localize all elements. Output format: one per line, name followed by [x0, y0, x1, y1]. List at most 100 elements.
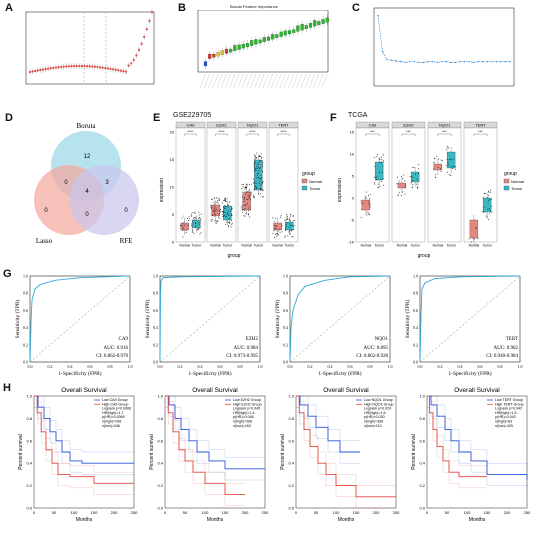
- data-point: [275, 217, 277, 219]
- lasso-point: [73, 64, 76, 68]
- roc-y-tick: 0.8: [283, 291, 288, 296]
- data-point: [285, 219, 287, 221]
- data-point: [260, 193, 262, 195]
- data-point: [224, 199, 226, 201]
- data-point: [200, 217, 202, 219]
- roc-x-tick: 0.4: [68, 364, 73, 369]
- group-tick-label: Normal: [433, 244, 444, 248]
- data-point: [257, 162, 259, 164]
- group-tick-label: Tumor: [482, 244, 492, 248]
- data-point: [247, 195, 249, 197]
- data-point: [182, 236, 184, 238]
- data-point: [380, 179, 382, 181]
- rfe-point: [431, 60, 434, 63]
- lasso-point: [114, 68, 117, 71]
- data-point: [181, 217, 183, 219]
- data-point: [440, 171, 442, 173]
- facet-plot: [206, 127, 237, 243]
- data-point: [256, 174, 258, 176]
- rfe-point: [422, 61, 425, 64]
- data-point: [382, 154, 384, 156]
- boruta-tick-label: [296, 73, 303, 89]
- lasso-point: [119, 69, 122, 72]
- data-point: [446, 171, 448, 173]
- km-x-tick: 100: [464, 510, 471, 515]
- venn-number-lasso-only: 0: [44, 208, 48, 214]
- roc-y-tick: 0.0: [283, 360, 288, 365]
- data-point: [360, 217, 362, 219]
- data-point: [242, 186, 244, 188]
- data-point: [227, 212, 229, 214]
- data-point: [245, 193, 247, 195]
- roc-auc-label: AUC: 0.984: [234, 346, 259, 351]
- data-point: [211, 220, 213, 222]
- data-point: [211, 218, 213, 220]
- boruta-box: [279, 31, 283, 37]
- data-point: [289, 214, 291, 216]
- data-point: [401, 175, 403, 177]
- roc-x-tick: 0.2: [438, 364, 443, 369]
- data-point: [257, 170, 259, 172]
- data-point: [211, 214, 213, 216]
- lasso-point: [150, 10, 154, 14]
- facet-plot: [427, 127, 462, 243]
- data-point: [221, 202, 223, 204]
- data-point: [219, 204, 221, 206]
- data-point: [243, 184, 245, 186]
- data-point: [284, 235, 286, 237]
- data-point: [277, 234, 279, 236]
- data-point: [483, 211, 485, 213]
- data-point: [228, 210, 230, 212]
- roc-x-tick: 0.0: [158, 364, 163, 369]
- data-point: [261, 196, 263, 198]
- lasso-point: [111, 68, 115, 71]
- data-point: [219, 217, 221, 219]
- y-tick-label: -5: [350, 218, 354, 223]
- km-high-ci-upper: [427, 395, 487, 466]
- boruta-tick-label: [233, 73, 240, 89]
- y-tick-label: 20: [170, 130, 175, 135]
- data-point: [262, 196, 264, 198]
- roc-x-tick: 0.8: [238, 364, 243, 369]
- data-point: [249, 194, 251, 196]
- boruta-tick-label: [271, 73, 278, 89]
- data-point: [243, 215, 245, 217]
- data-point: [435, 155, 437, 157]
- km-y-tick: 1.0: [288, 394, 294, 399]
- data-point: [369, 194, 371, 196]
- data-point: [481, 210, 483, 212]
- data-point: [280, 215, 282, 217]
- km-x-tick: 200: [504, 510, 511, 515]
- km-legend-text: n(low)=246: [102, 424, 120, 428]
- data-point: [195, 218, 197, 220]
- data-point: [254, 156, 256, 158]
- data-point: [192, 230, 194, 232]
- data-point: [446, 158, 448, 160]
- data-point: [244, 208, 246, 210]
- data-point: [257, 173, 259, 175]
- data-point: [187, 224, 189, 226]
- data-point: [279, 229, 281, 231]
- data-point: [283, 236, 285, 238]
- roc-x-tick: 0.6: [88, 364, 93, 369]
- data-point: [259, 188, 261, 190]
- data-point: [254, 180, 256, 182]
- data-point: [254, 185, 256, 187]
- roc-x-tick: 0.8: [498, 364, 503, 369]
- data-point: [489, 210, 491, 212]
- data-point: [412, 184, 414, 186]
- data-point: [489, 207, 491, 209]
- boruta-box: [220, 50, 224, 55]
- lasso-point: [47, 67, 50, 70]
- roc-y-tick: 0.8: [413, 291, 418, 296]
- data-point: [292, 225, 294, 227]
- data-point: [276, 225, 278, 227]
- lasso-point: [96, 65, 99, 69]
- boruta-tick-label: [267, 73, 273, 89]
- facet-plot: [237, 127, 268, 243]
- data-point: [451, 165, 453, 167]
- data-point: [397, 194, 399, 196]
- data-point: [227, 221, 229, 223]
- boruta-box: [271, 34, 275, 40]
- data-point: [454, 168, 456, 170]
